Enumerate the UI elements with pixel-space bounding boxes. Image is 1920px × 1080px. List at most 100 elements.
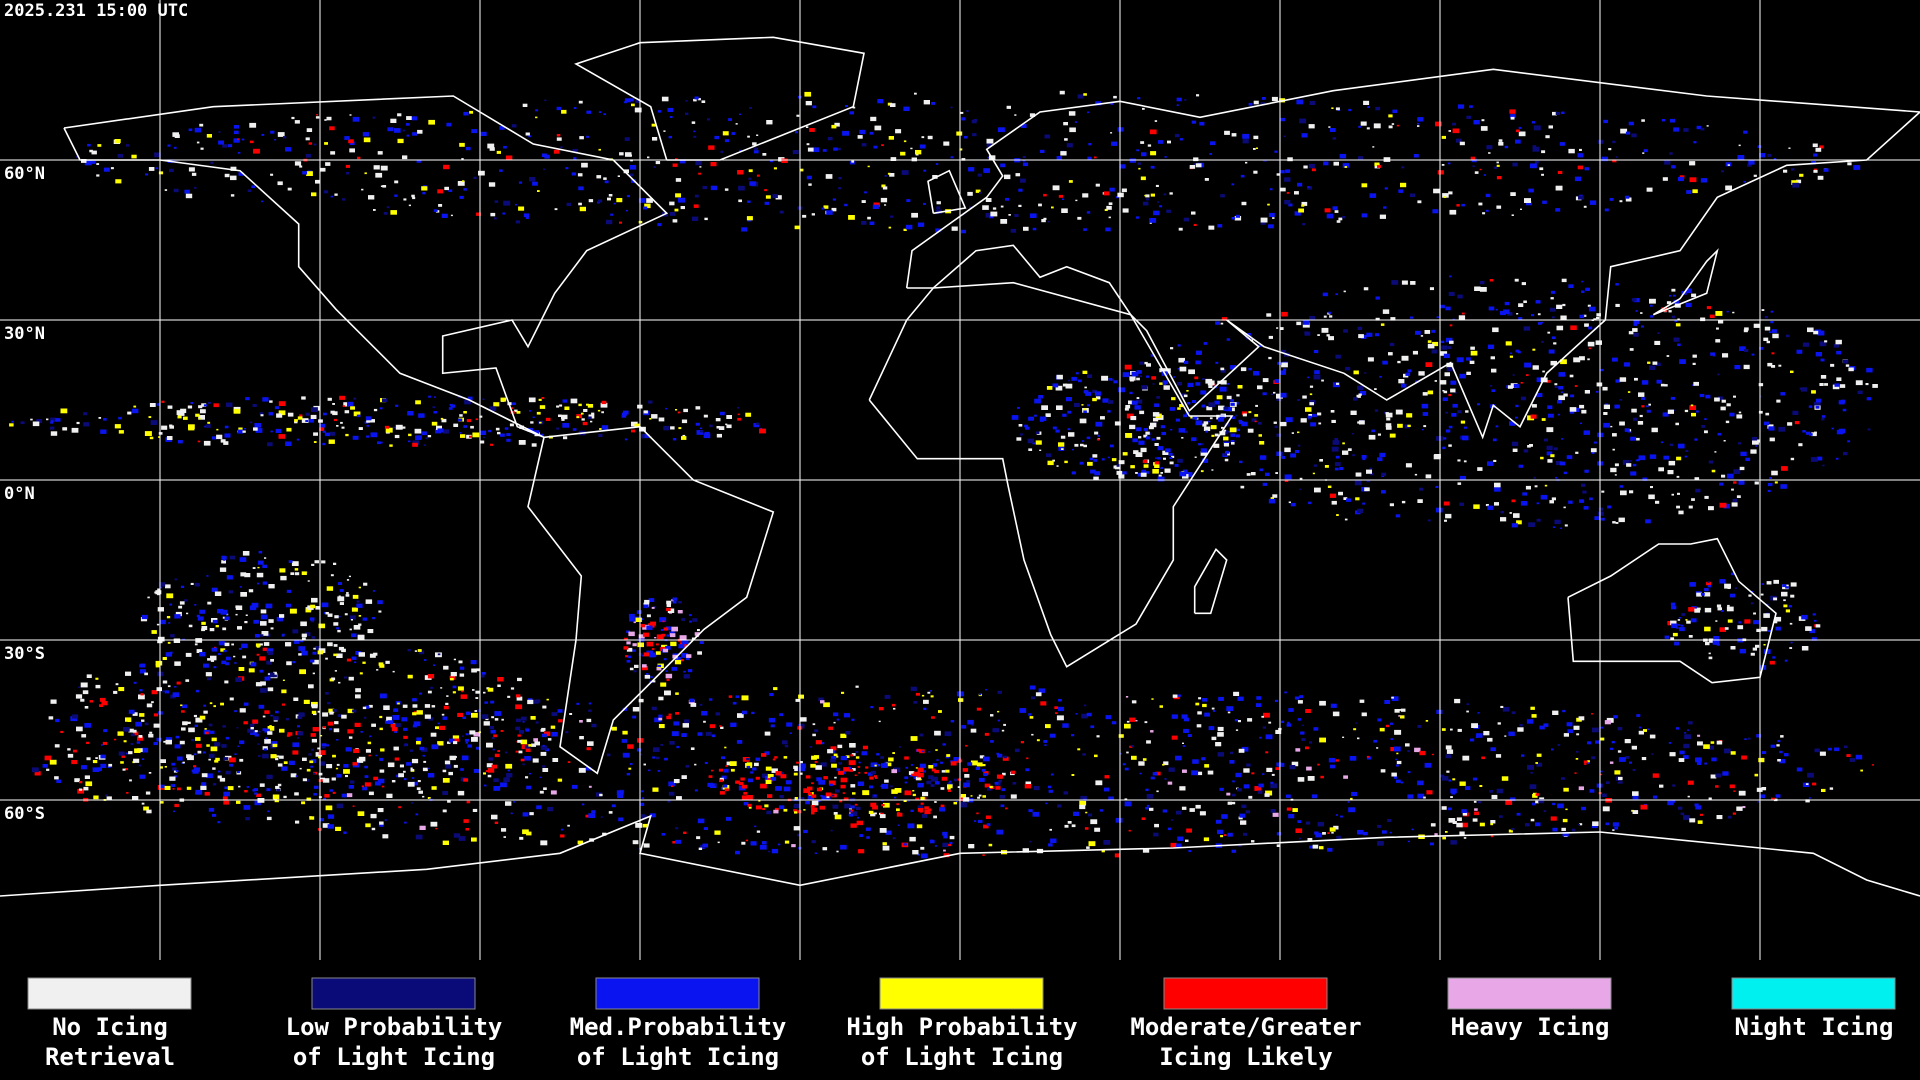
icing-pixel: [1584, 469, 1589, 473]
icing-pixel: [1276, 762, 1283, 767]
icing-pixel: [984, 732, 989, 736]
icing-pixel: [465, 711, 471, 715]
icing-pixel: [1155, 184, 1159, 187]
icing-pixel: [1060, 151, 1067, 156]
icing-pixel: [1593, 441, 1597, 444]
icing-pixel: [946, 754, 951, 757]
icing-pixel: [1555, 208, 1561, 212]
icing-pixel: [218, 641, 225, 646]
icing-pixel: [118, 416, 122, 420]
icing-pixel: [982, 854, 985, 856]
icing-pixel: [459, 673, 465, 677]
icing-pixel: [1270, 781, 1274, 784]
icing-pixel: [1227, 832, 1233, 837]
icing-pixel: [1200, 448, 1207, 453]
icing-pixel: [260, 688, 267, 693]
icing-pixel: [1331, 419, 1336, 423]
icing-pixel: [207, 658, 211, 661]
icing-pixel: [1743, 180, 1746, 183]
icing-pixel: [641, 433, 648, 439]
icing-pixel: [1789, 622, 1793, 625]
icing-pixel: [503, 836, 506, 838]
icing-pixel: [335, 826, 342, 831]
icing-pixel: [1755, 644, 1760, 648]
icing-pixel: [1092, 454, 1098, 458]
icing-pixel: [1531, 714, 1537, 718]
icing-pixel: [1554, 383, 1558, 386]
icing-pixel: [489, 726, 494, 730]
icing-pixel: [903, 106, 910, 111]
icing-pixel: [415, 834, 423, 840]
icing-pixel: [78, 686, 81, 688]
icing-pixel: [383, 705, 390, 710]
icing-pixel: [479, 415, 483, 418]
icing-pixel: [463, 188, 467, 191]
icing-pixel: [1632, 795, 1639, 800]
icing-pixel: [1672, 632, 1678, 637]
icing-pixel: [1259, 468, 1264, 472]
icing-pixel: [833, 721, 836, 724]
icing-pixel: [256, 653, 260, 656]
icing-pixel: [1483, 174, 1486, 176]
icing-pixel: [836, 768, 841, 771]
icing-pixel: [722, 131, 729, 136]
icing-pixel: [465, 733, 469, 736]
icing-pixel: [240, 572, 247, 577]
icing-pixel: [343, 402, 350, 407]
icing-pixel: [1224, 458, 1229, 462]
icing-pixel: [849, 810, 852, 812]
icing-pixel: [1763, 613, 1770, 618]
icing-pixel: [1445, 411, 1449, 414]
icing-pixel: [326, 116, 332, 121]
icing-pixel: [1044, 134, 1051, 139]
icing-pixel: [1224, 443, 1229, 447]
icing-pixel: [302, 757, 307, 761]
icing-pixel: [150, 420, 158, 425]
icing-pixel: [253, 427, 258, 431]
icing-pixel: [1427, 343, 1435, 349]
icing-pixel: [983, 824, 989, 829]
icing-pixel: [1738, 621, 1742, 624]
icing-pixel: [1710, 741, 1715, 744]
icing-pixel: [1719, 627, 1726, 632]
icing-pixel: [539, 790, 544, 794]
icing-pixel: [1601, 793, 1607, 797]
icing-pixel: [930, 839, 934, 842]
icing-pixel: [500, 397, 507, 402]
icing-pixel: [588, 709, 592, 712]
icing-pixel: [411, 116, 418, 121]
icing-pixel: [1808, 797, 1811, 799]
icing-pixel: [588, 702, 592, 705]
icing-pixel: [490, 443, 494, 446]
icing-pixel: [1712, 640, 1720, 645]
icing-pixel: [507, 769, 511, 772]
icing-pixel: [300, 640, 304, 643]
icing-pixel: [1631, 133, 1637, 138]
icing-pixel: [203, 404, 207, 407]
icing-pixel: [1446, 770, 1450, 773]
icing-pixel: [278, 401, 286, 406]
icing-pixel: [1709, 314, 1715, 318]
icing-pixel: [1571, 828, 1576, 832]
icing-pixel: [1062, 723, 1069, 728]
icing-pixel: [1631, 298, 1637, 302]
icing-pixel: [472, 432, 480, 438]
icing-pixel: [756, 805, 762, 810]
icing-pixel: [1233, 691, 1240, 696]
icing-pixel: [525, 776, 529, 779]
icing-pixel: [424, 714, 431, 719]
icing-pixel: [1096, 438, 1100, 441]
icing-pixel: [1355, 722, 1358, 724]
icing-pixel: [638, 198, 646, 203]
icing-pixel: [370, 419, 375, 423]
icing-pixel: [872, 204, 879, 209]
icing-pixel: [1079, 800, 1087, 806]
icing-pixel: [124, 768, 128, 771]
icing-pixel: [1262, 726, 1266, 729]
icing-pixel: [1221, 814, 1228, 819]
icing-pixel: [99, 704, 103, 707]
icing-pixel: [530, 421, 534, 424]
icing-pixel: [1719, 482, 1724, 486]
icing-pixel: [1615, 379, 1621, 383]
icing-pixel: [588, 199, 594, 203]
